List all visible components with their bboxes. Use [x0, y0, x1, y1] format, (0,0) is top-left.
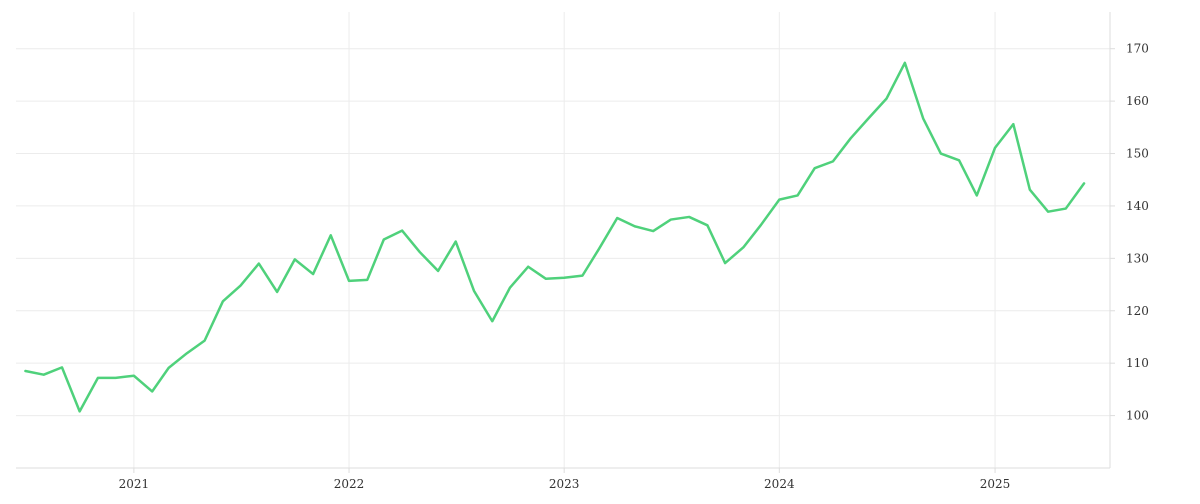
- y-tick-label: 140: [1126, 199, 1149, 213]
- y-tick-label: 150: [1126, 147, 1149, 161]
- x-tick-label: 2025: [980, 477, 1011, 491]
- x-tick-label: 2024: [764, 477, 795, 491]
- y-tick-label: 110: [1126, 356, 1149, 370]
- x-tick-label: 2022: [334, 477, 365, 491]
- y-tick-label: 170: [1126, 42, 1149, 56]
- series-layer: [24, 61, 1086, 413]
- y-tick-label: 100: [1126, 409, 1149, 423]
- y-tick-label: 120: [1126, 304, 1149, 318]
- axes: [16, 12, 1115, 473]
- x-tick-label: 2023: [549, 477, 580, 491]
- y-tick-label: 160: [1126, 94, 1149, 108]
- grid: [16, 12, 1110, 468]
- y-tick-label: 130: [1126, 251, 1149, 265]
- x-tick-label: 2021: [119, 477, 150, 491]
- tick-labels: 100 110 120 130 140 150 160 170 2021 2022 2023 2024…: [119, 42, 1149, 491]
- series-line: [24, 61, 1086, 413]
